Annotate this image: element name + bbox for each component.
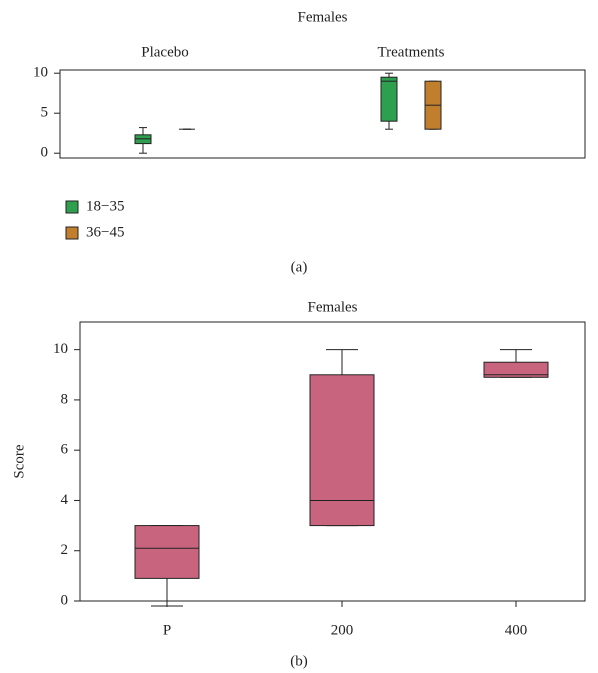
y-axis-label: Score <box>11 444 27 478</box>
x-tick-label: 200 <box>331 622 354 638</box>
caption: (a) <box>291 259 308 275</box>
chart-title: Females <box>308 299 358 315</box>
legend-swatch <box>65 226 79 240</box>
box <box>380 76 398 122</box>
group-label: Placebo <box>141 44 188 60</box>
box <box>309 374 375 527</box>
plot-frame <box>79 321 586 602</box>
y-tick-label: 8 <box>61 391 69 407</box>
y-tick-label: 10 <box>53 341 68 357</box>
x-tick-label: P <box>163 622 171 638</box>
y-tick-label: 2 <box>61 542 69 558</box>
caption: (b) <box>290 653 308 669</box>
legend-swatch <box>65 200 79 214</box>
box <box>483 361 549 378</box>
legend-label: 18−35 <box>86 198 124 214</box>
box <box>134 525 200 579</box>
y-tick-label: 6 <box>61 442 69 458</box>
chart-title: Females <box>298 9 348 25</box>
y-tick-label: 10 <box>33 65 48 81</box>
y-tick-label: 0 <box>61 592 69 608</box>
y-tick-label: 5 <box>41 105 49 121</box>
plot-frame <box>59 69 586 159</box>
legend-label: 36−45 <box>86 224 124 240</box>
y-tick-label: 0 <box>41 145 49 161</box>
group-label: Treatments <box>378 44 445 60</box>
x-tick-label: 400 <box>505 622 528 638</box>
y-tick-label: 4 <box>61 492 69 508</box>
